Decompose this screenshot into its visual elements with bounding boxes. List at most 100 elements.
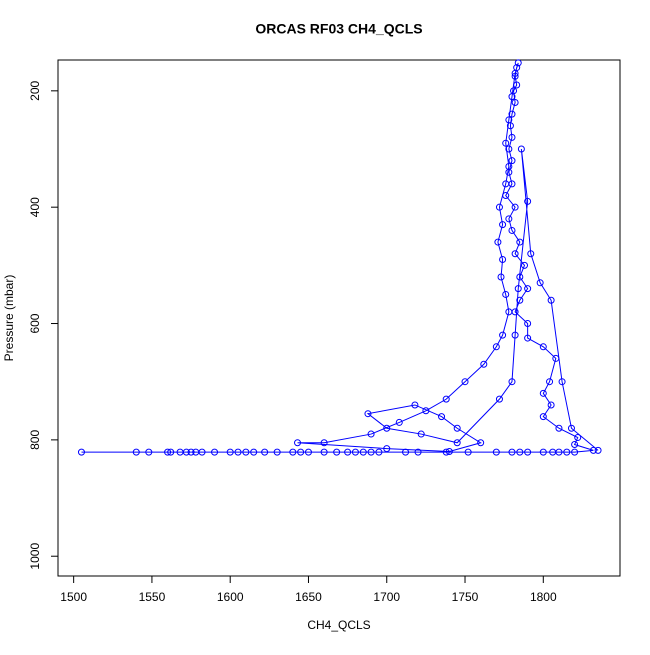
data-point [383,445,391,453]
data-point [494,238,502,246]
x-tick-label: 1750 [452,590,479,604]
data-point [499,256,507,264]
data-point [514,59,522,67]
data-point [492,448,500,456]
data-point [514,285,522,293]
data-point [505,162,513,170]
x-tick-label: 1550 [139,590,166,604]
data-point [304,448,312,456]
data-point [547,296,555,304]
data-point [524,448,532,456]
data-point [517,145,525,153]
data-point [242,448,250,456]
data-point [546,378,554,386]
data-point [505,116,513,124]
data-point [524,197,532,205]
data-point [502,180,510,188]
data-point [344,448,352,456]
data-point [574,434,582,442]
y-tick-label: 1000 [28,543,42,570]
data-point [351,448,359,456]
data-point [364,410,372,418]
y-tick-label: 400 [28,197,42,217]
data-point [411,401,419,409]
data-point [516,238,524,246]
data-point [508,93,516,101]
data-point [261,448,269,456]
data-point [367,448,375,456]
data-point [333,448,341,456]
y-tick-label: 800 [28,430,42,450]
data-point [132,448,140,456]
data-point [297,448,305,456]
data-point [508,157,516,165]
data-point [294,439,302,447]
data-point [539,343,547,351]
data-point [273,448,281,456]
data-point [508,448,516,456]
data-point [516,273,524,281]
data-point [505,308,513,316]
data-point [502,139,510,147]
data-point [511,331,519,339]
data-point [524,285,532,293]
data-point [508,378,516,386]
data-point [571,441,579,449]
data-point [552,354,560,362]
data-point [511,98,519,106]
x-tick-label: 1600 [217,590,244,604]
data-point [499,221,507,229]
data-point [495,203,503,211]
data-point [359,448,367,456]
data-point [250,448,258,456]
data-point [422,407,430,415]
data-point [375,448,383,456]
data-point [511,203,519,211]
data-point [513,81,521,89]
data-point [524,320,532,328]
data-point [589,446,597,454]
data-point [438,413,446,421]
data-point [198,448,206,456]
data-point [555,424,563,432]
x-tick-label: 1700 [373,590,400,604]
data-point [226,448,234,456]
data-point [505,145,513,153]
data-point [502,290,510,298]
data-point [516,448,524,456]
data-point [187,448,195,456]
data-point [539,448,547,456]
data-point [511,69,519,77]
data-point [555,448,563,456]
x-axis-label: CH4_QCLS [307,618,370,632]
data-point [395,418,403,426]
data-point [563,448,571,456]
data-point [461,378,469,386]
data-point [508,133,516,141]
data-point [511,72,519,80]
data-point [167,448,175,456]
data-point [453,439,461,447]
data-point [594,446,602,454]
y-tick-label: 200 [28,80,42,100]
data-point [571,448,579,456]
data-point [527,250,535,258]
data-point [495,395,503,403]
data-point [464,448,472,456]
data-point [182,448,190,456]
x-tick-label: 1500 [60,590,87,604]
data-point [320,448,328,456]
data-point [414,448,422,456]
plot-frame [57,59,621,577]
x-tick-label: 1650 [295,590,322,604]
data-point [508,110,516,118]
data-point [77,448,85,456]
data-point [453,424,461,432]
data-point [499,331,507,339]
data-point [477,439,485,447]
data-point [539,413,547,421]
data-point [442,448,450,456]
y-tick-label: 600 [28,313,42,333]
data-point [547,401,555,409]
